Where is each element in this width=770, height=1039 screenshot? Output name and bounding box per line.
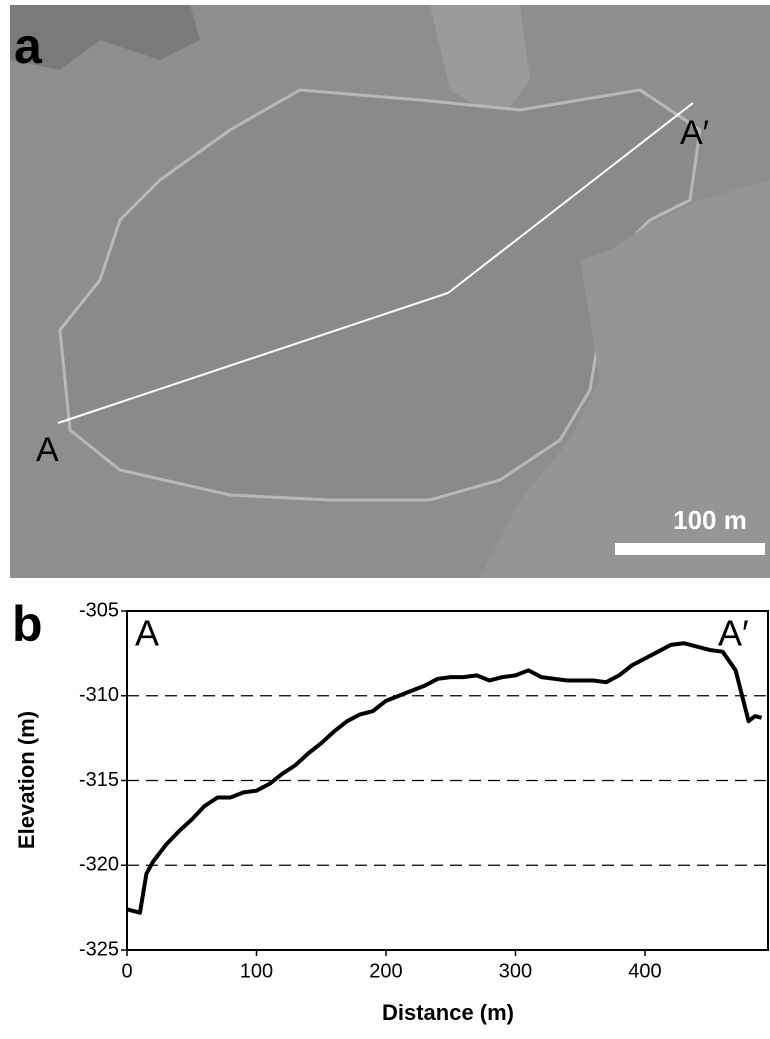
annotation: A [135, 613, 159, 654]
panel-label: b [12, 596, 43, 652]
x-tick-label: 0 [121, 960, 132, 982]
y-tick-label: -310 [79, 684, 119, 706]
scale-bar-label: 100 m [673, 505, 747, 535]
profile-line [127, 643, 762, 913]
x-tick-label: 400 [628, 960, 661, 982]
panel-a: a A A′ 100 m [10, 5, 770, 578]
y-tick-label: -305 [79, 599, 119, 621]
y-axis-title: Elevation (m) [14, 711, 39, 849]
profile-start-label: A [36, 431, 59, 469]
scale-bar [615, 543, 765, 555]
x-tick-label: 200 [369, 960, 402, 982]
y-tick-label: -320 [79, 854, 119, 876]
y-tick-label: -315 [79, 769, 119, 791]
y-tick-label: -325 [79, 938, 119, 960]
x-tick-label: 300 [499, 960, 532, 982]
profile-end-label: A′ [680, 114, 709, 152]
panel-label: a [14, 18, 43, 74]
x-tick-label: 100 [240, 960, 273, 982]
x-axis-title: Distance (m) [382, 1000, 514, 1025]
figure: a A A′ 100 m b Distance (m) Elevation (m… [0, 0, 770, 1034]
annotation: A′ [718, 613, 749, 654]
